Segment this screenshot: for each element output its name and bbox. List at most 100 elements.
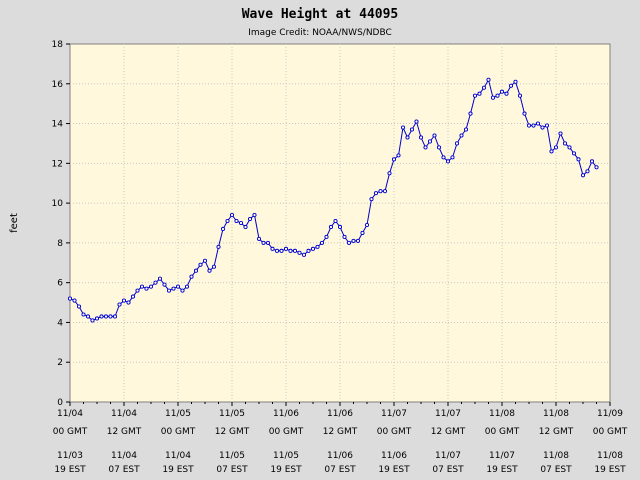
data-point: [504, 91, 509, 96]
data-point: [351, 238, 356, 243]
data-point: [202, 258, 208, 263]
data-point: [495, 93, 500, 98]
plot-area: [69, 43, 611, 403]
x-tick-label-est: 11/04: [111, 451, 137, 461]
data-point: [454, 141, 460, 146]
data-point: [306, 248, 311, 253]
data-point: [526, 123, 532, 128]
data-point: [126, 300, 131, 305]
x-tick-label-est: 11/07: [489, 451, 515, 461]
x-tick-label-gmt: 12 GMT: [323, 427, 358, 437]
data-point: [441, 155, 446, 160]
x-tick-label-est: 07 EST: [324, 465, 356, 475]
data-point: [472, 93, 478, 98]
data-point: [162, 282, 167, 287]
x-tick-label-gmt: 11/09: [597, 409, 623, 419]
data-point: [355, 238, 361, 243]
data-point: [171, 286, 176, 291]
data-point: [364, 222, 370, 228]
x-tick-label-est: 19 EST: [270, 465, 302, 475]
x-tick-label-est: 19 EST: [486, 465, 518, 475]
data-point: [373, 191, 379, 196]
data-point: [301, 252, 307, 257]
data-point: [571, 151, 577, 156]
chart-subtitle: Image Credit: NOAA/NWS/NDBC: [248, 28, 392, 38]
x-tick-label-est: 07 EST: [216, 465, 248, 475]
data-point: [157, 276, 163, 281]
data-point: [562, 141, 568, 146]
data-point: [90, 318, 95, 323]
data-point: [265, 240, 271, 245]
data-point: [99, 314, 104, 319]
data-point: [396, 153, 401, 158]
data-point: [193, 268, 199, 273]
data-point: [207, 268, 212, 273]
y-tick-label: 16: [52, 80, 64, 90]
data-point: [139, 284, 145, 289]
data-point: [121, 298, 127, 303]
x-tick-label-est: 11/04: [165, 451, 191, 461]
data-point: [76, 304, 82, 309]
data-point: [211, 264, 217, 269]
data-point: [553, 145, 559, 150]
data-point: [328, 224, 334, 230]
data-point: [409, 127, 415, 132]
data-point: [234, 218, 239, 224]
x-tick-label-gmt: 00 GMT: [377, 427, 412, 437]
data-point: [387, 171, 392, 176]
x-tick-label-est: 19 EST: [162, 465, 194, 475]
data-point: [463, 127, 469, 132]
x-tick-label-gmt: 11/06: [327, 409, 353, 419]
data-point: [243, 224, 248, 230]
x-tick-label-est: 11/06: [327, 451, 353, 461]
x-tick-label-gmt: 12 GMT: [539, 427, 574, 437]
x-tick-label-est: 07 EST: [540, 465, 572, 475]
data-point: [166, 288, 172, 293]
data-point: [337, 224, 343, 230]
data-point: [72, 298, 77, 303]
y-tick-label: 10: [52, 199, 64, 209]
data-point: [513, 79, 518, 84]
data-point: [594, 165, 599, 170]
x-tick-label-gmt: 12 GMT: [215, 427, 250, 437]
data-point: [531, 123, 536, 128]
series-line: [69, 78, 597, 322]
data-point: [256, 236, 262, 241]
data-point: [319, 240, 325, 245]
data-point: [229, 212, 235, 218]
x-tick-label-gmt: 12 GMT: [431, 427, 466, 437]
data-point: [391, 157, 397, 162]
grid: [70, 44, 610, 402]
data-point: [144, 286, 149, 291]
y-tick-label: 0: [57, 398, 63, 408]
data-point: [522, 111, 527, 116]
x-tick-label-est: 11/05: [273, 451, 299, 461]
x-tick-label-gmt: 11/07: [381, 409, 407, 419]
data-point: [184, 284, 190, 289]
data-point: [423, 145, 428, 150]
chart-title: Wave Height at 44095: [242, 7, 399, 22]
y-tick-label: 12: [52, 159, 63, 169]
data-point: [85, 314, 91, 319]
data-point: [117, 302, 122, 307]
data-point: [324, 234, 329, 239]
x-tick-label-gmt: 11/08: [543, 409, 569, 419]
data-point: [283, 246, 289, 251]
data-point: [490, 95, 496, 100]
data-point: [400, 125, 406, 130]
x-tick-label-est: 11/07: [435, 451, 461, 461]
data-point: [310, 246, 316, 251]
data-point: [270, 246, 275, 251]
data-point: [450, 155, 455, 160]
data-point: [589, 159, 595, 164]
x-tick-label-gmt: 12 GMT: [107, 427, 142, 437]
data-point: [189, 274, 194, 279]
data-point: [333, 218, 338, 224]
data-point: [445, 159, 451, 164]
data-point: [580, 173, 586, 178]
data-point: [540, 125, 545, 130]
x-tick-label-gmt: 11/05: [165, 409, 191, 419]
data-point: [508, 83, 514, 88]
data-point: [459, 133, 464, 138]
